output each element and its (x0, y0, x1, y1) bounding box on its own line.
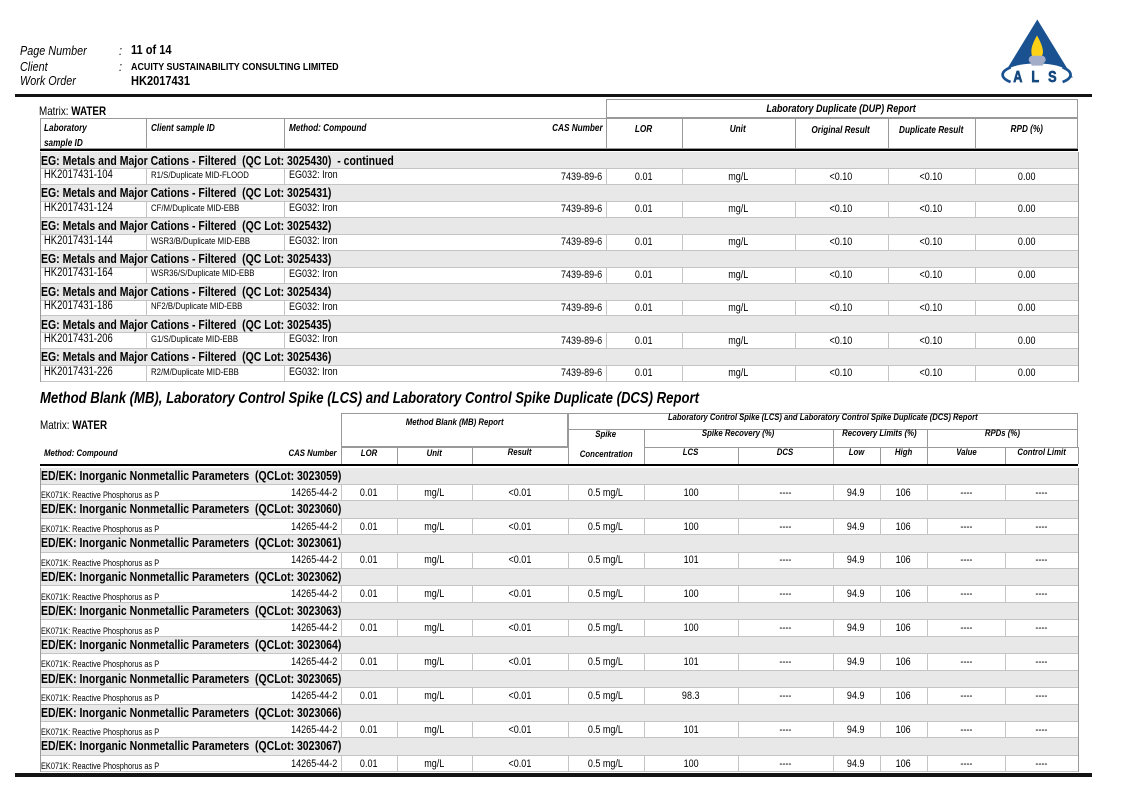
svg-text:ALS: ALS (1013, 69, 1065, 86)
